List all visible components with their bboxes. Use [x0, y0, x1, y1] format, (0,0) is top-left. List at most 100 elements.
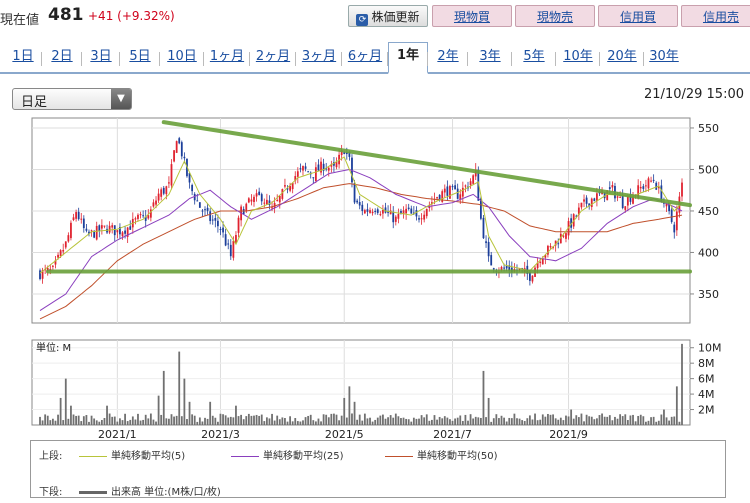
refresh-price-button[interactable]: ⟳ 株価更新: [348, 5, 428, 27]
volume-bar: [441, 418, 444, 425]
candle-body: [454, 185, 457, 190]
volume-bar: [485, 417, 487, 425]
volume-bar: [271, 413, 273, 425]
candle-body: [281, 189, 284, 199]
volume-bar: [596, 418, 598, 425]
volume-bar: [242, 419, 245, 425]
candle-body: [144, 216, 147, 221]
volume-bar: [500, 415, 503, 425]
volume-bar: [165, 418, 168, 425]
interval-select[interactable]: 日足 ▼: [12, 88, 132, 110]
candle-body: [265, 199, 268, 205]
candle-body: [64, 241, 67, 248]
candle-body: [389, 210, 392, 215]
volume-bar: [229, 416, 232, 425]
candle-body: [95, 225, 98, 240]
volume-bar: [510, 418, 513, 425]
volume-bar: [198, 417, 201, 425]
volume-bar: [418, 418, 420, 425]
candle-body: [508, 265, 511, 271]
candle-body: [149, 209, 152, 218]
tab-6[interactable]: 2ヶ月: [255, 49, 291, 64]
tab-9[interactable]: 1年: [388, 42, 428, 74]
ma25-line: [39, 168, 683, 312]
volume-bar: [304, 417, 307, 425]
volume-bar: [291, 421, 294, 425]
tab-separator: [81, 52, 82, 66]
x-axis: 2021/1 2021/3 2021/5 2021/7 2021/9: [98, 428, 588, 440]
volume-bar: [626, 420, 629, 425]
candle-body: [193, 193, 196, 201]
candle-body: [451, 186, 454, 188]
volume-bar: [549, 414, 552, 425]
candle-body: [232, 240, 235, 258]
tab-12[interactable]: 5年: [523, 49, 545, 64]
cash-buy-button[interactable]: 現物買: [432, 5, 512, 27]
volume-bar: [394, 413, 397, 425]
volume-bar: [606, 416, 609, 425]
volume-bar: [296, 421, 299, 425]
candle-body: [75, 212, 77, 219]
tab-15[interactable]: 30年: [649, 49, 679, 64]
volume-bar: [521, 420, 524, 425]
candle-body: [596, 193, 598, 201]
volume-bar: [585, 414, 588, 425]
tab-3[interactable]: 5日: [129, 49, 151, 64]
volume-bar: [124, 413, 126, 425]
volume-bar: [325, 414, 328, 425]
candle-body: [363, 210, 366, 214]
volume-bar: [155, 421, 157, 425]
volume-bar: [400, 418, 402, 425]
volume-bar: [472, 418, 475, 425]
margin-sell-button[interactable]: 信用売: [681, 5, 750, 27]
candle-body: [547, 245, 549, 255]
tab-1[interactable]: 2日: [51, 49, 73, 64]
x-tick-label: 2021/3: [201, 428, 240, 440]
volume-bar: [204, 417, 206, 425]
margin-buy-button[interactable]: 信用買: [598, 5, 678, 27]
volume-bar: [224, 415, 227, 425]
candle-body: [263, 202, 266, 204]
volume-bar: [436, 419, 438, 425]
legend-upper-label: 上段:: [39, 451, 63, 462]
volume-bar: [309, 414, 312, 425]
volume-y-label: 4M: [698, 388, 715, 401]
tab-14[interactable]: 20年: [607, 49, 637, 64]
volume-bar: [333, 413, 335, 425]
tab-10[interactable]: 2年: [437, 49, 459, 64]
tab-8[interactable]: 6ヶ月: [347, 49, 383, 64]
volume-bar: [565, 415, 567, 425]
volume-bar: [619, 414, 622, 425]
tab-13[interactable]: 10年: [563, 49, 593, 64]
candle-body: [335, 162, 338, 168]
tab-7[interactable]: 3ヶ月: [301, 49, 337, 64]
tab-5[interactable]: 1ヶ月: [209, 49, 245, 64]
x-tick-label: 2021/7: [433, 428, 472, 440]
volume-bar: [170, 414, 173, 425]
volume-bar: [49, 420, 52, 425]
volume-bar: [405, 418, 408, 425]
volume-bar: [562, 420, 565, 425]
candle-body: [88, 231, 90, 234]
volume-bar: [82, 416, 85, 425]
volume-bar: [541, 414, 544, 425]
tab-2[interactable]: 3日: [90, 49, 112, 64]
candle-body: [211, 219, 214, 221]
candle-body: [446, 186, 449, 196]
candle-body: [39, 270, 41, 280]
tab-0[interactable]: 1日: [12, 49, 34, 64]
candle-body: [397, 213, 400, 219]
candle-body: [178, 138, 181, 144]
volume-bar: [95, 420, 98, 425]
candle-body: [549, 245, 552, 248]
tab-4[interactable]: 10日: [167, 49, 197, 64]
candle-body: [487, 241, 490, 257]
candle-body: [657, 186, 660, 189]
tab-11[interactable]: 3年: [479, 49, 501, 64]
cash-sell-button[interactable]: 現物売: [515, 5, 595, 27]
volume-bar: [268, 418, 271, 425]
candle-body: [577, 207, 580, 215]
candle-body: [356, 200, 359, 203]
volume-bar: [160, 414, 163, 425]
